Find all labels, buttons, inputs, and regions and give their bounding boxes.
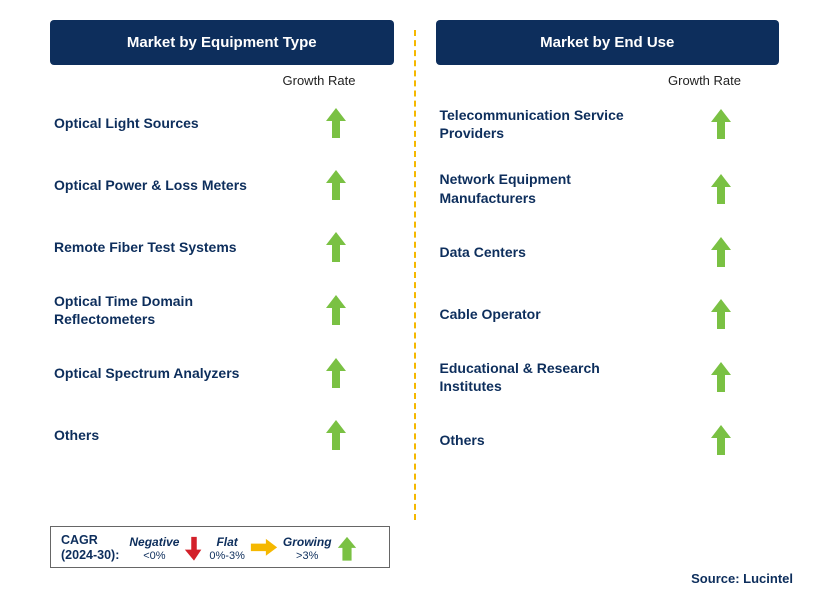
right-row: Telecommunication Service Providers (436, 106, 780, 142)
legend-flat-range: 0%-3% (209, 550, 244, 562)
arrow-up-icon (709, 172, 733, 206)
arrow-up-icon (324, 356, 348, 390)
arrow-up-icon (709, 235, 733, 269)
right-row: Data Centers (436, 235, 780, 269)
legend-growing-range: >3% (296, 550, 318, 562)
right-row: Cable Operator (436, 297, 780, 331)
left-item-label: Optical Power & Loss Meters (54, 176, 247, 194)
right-growth-label: Growth Rate (436, 73, 780, 88)
arrow-up-icon (709, 360, 733, 394)
arrow-up-icon (324, 230, 348, 264)
left-header: Market by Equipment Type (50, 20, 394, 65)
arrow-up-icon (324, 168, 348, 202)
arrow-up-icon (324, 418, 348, 452)
right-row: Network Equipment Manufacturers (436, 170, 780, 206)
legend-negative: Negative <0% (129, 535, 179, 562)
right-item-label: Network Equipment Manufacturers (440, 170, 650, 206)
legend-flat-word: Flat (216, 535, 237, 549)
right-item-label: Data Centers (440, 243, 526, 261)
arrow-up-icon (324, 106, 348, 140)
left-item-label: Remote Fiber Test Systems (54, 238, 237, 256)
legend: CAGR (2024-30): Negative <0% Flat 0%-3% … (50, 526, 390, 568)
left-item-label: Others (54, 426, 99, 444)
left-row: Optical Spectrum Analyzers (50, 356, 394, 390)
left-row: Optical Time Domain Reflectometers (50, 292, 394, 328)
right-rows: Telecommunication Service Providers Netwo… (436, 106, 780, 457)
legend-negative-word: Negative (129, 535, 179, 549)
left-row: Remote Fiber Test Systems (50, 230, 394, 264)
two-column-container: Market by Equipment Type Growth Rate Opt… (30, 20, 799, 530)
right-item-label: Others (440, 431, 485, 449)
left-row: Optical Light Sources (50, 106, 394, 140)
arrow-up-icon (336, 535, 358, 561)
source-label: Source: Lucintel (691, 571, 793, 586)
legend-negative-range: <0% (143, 550, 165, 562)
left-item-label: Optical Spectrum Analyzers (54, 364, 239, 382)
right-row: Others (436, 423, 780, 457)
arrow-down-icon (183, 535, 205, 561)
arrow-up-icon (709, 107, 733, 141)
right-item-label: Telecommunication Service Providers (440, 106, 650, 142)
left-rows: Optical Light Sources Optical Power & Los… (50, 106, 394, 452)
legend-growing-word: Growing (283, 535, 332, 549)
right-panel: Market by End Use Growth Rate Telecommun… (416, 20, 800, 530)
legend-cagr-line2: (2024-30): (61, 548, 119, 562)
left-row: Others (50, 418, 394, 452)
left-item-label: Optical Time Domain Reflectometers (54, 292, 264, 328)
arrow-up-icon (324, 293, 348, 327)
left-panel: Market by Equipment Type Growth Rate Opt… (30, 20, 414, 530)
arrow-up-icon (709, 423, 733, 457)
legend-cagr-line1: CAGR (61, 533, 98, 547)
legend-growing: Growing >3% (283, 535, 332, 562)
arrow-up-icon (709, 297, 733, 331)
left-item-label: Optical Light Sources (54, 114, 199, 132)
right-header: Market by End Use (436, 20, 780, 65)
right-item-label: Cable Operator (440, 305, 541, 323)
legend-flat: Flat 0%-3% (209, 535, 244, 562)
right-row: Educational & Research Institutes (436, 359, 780, 395)
legend-cagr-label: CAGR (2024-30): (61, 533, 119, 563)
right-item-label: Educational & Research Institutes (440, 359, 650, 395)
left-growth-label: Growth Rate (50, 73, 394, 88)
arrow-right-icon (249, 537, 279, 559)
left-row: Optical Power & Loss Meters (50, 168, 394, 202)
